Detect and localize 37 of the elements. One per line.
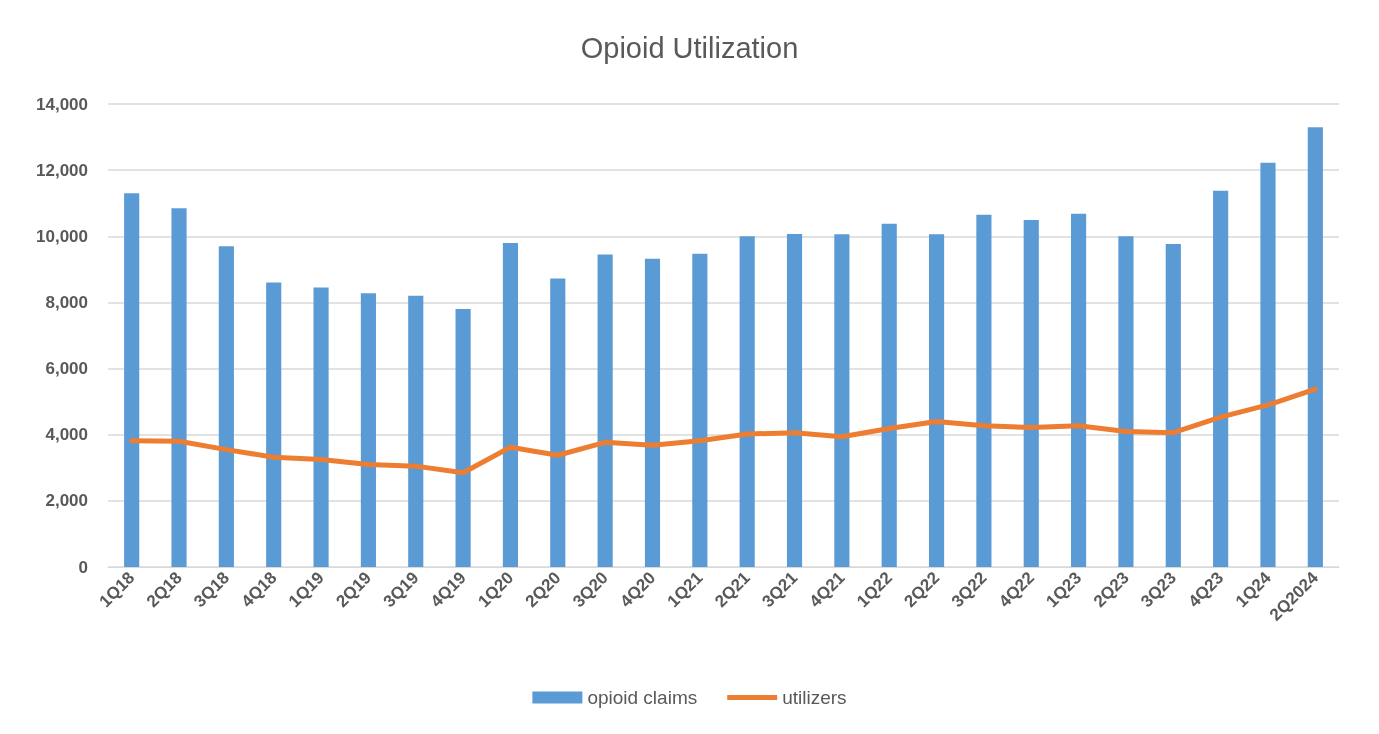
legend-label: opioid claims [587,687,698,708]
bar [786,233,803,567]
bar [218,246,234,567]
bar [360,293,376,567]
bar [266,282,282,567]
bar [1071,213,1087,567]
bar [313,287,329,567]
bar [928,234,945,567]
legend-label: utilizers [782,687,847,708]
bar [1307,127,1323,567]
bar [1260,162,1276,567]
y-tick-label: 0 [78,557,88,577]
bar [1165,243,1181,567]
bar [550,278,566,567]
chart-title: Opioid Utilization [580,31,799,64]
bar [1118,236,1134,567]
bar [408,295,424,567]
bar [834,234,850,567]
bar [502,242,519,567]
y-tick-label: 4,000 [45,425,88,445]
y-tick-label: 6,000 [45,359,88,379]
y-tick-label: 8,000 [45,292,88,312]
y-tick-label: 10,000 [36,226,88,246]
bar [124,193,140,567]
bar [881,223,897,567]
bar [644,258,661,567]
y-tick-label: 12,000 [36,160,88,180]
bar [1213,190,1229,567]
bar [597,254,613,567]
bar [976,214,992,567]
bar [692,253,708,567]
y-tick-label: 2,000 [45,491,88,511]
bar [739,236,755,567]
bar [1023,220,1039,567]
bar [171,208,187,567]
bar [455,309,471,567]
y-tick-label: 14,000 [36,94,88,114]
